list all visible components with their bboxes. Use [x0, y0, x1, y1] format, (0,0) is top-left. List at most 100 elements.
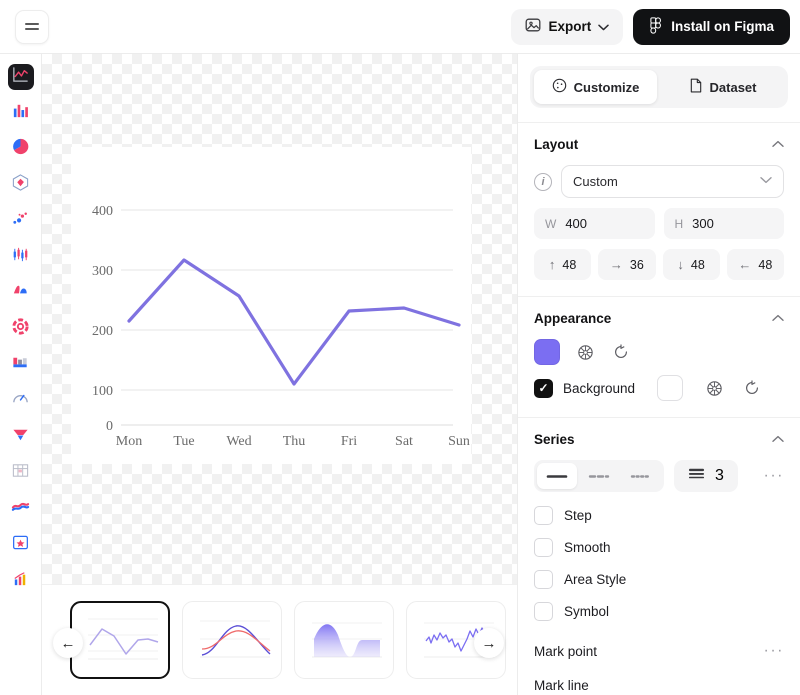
padding-top-value: 48 — [562, 257, 577, 272]
rail-item-candlestick-chart[interactable] — [8, 244, 34, 270]
thumb-multiline-chart-preview — [200, 620, 271, 658]
thumb-line-chart[interactable] — [70, 601, 170, 679]
rail-item-sunburst-chart[interactable] — [8, 316, 34, 342]
line-width-input[interactable]: 3 — [674, 460, 738, 492]
height-input[interactable]: H 300 — [663, 208, 784, 239]
background-color-swatch[interactable] — [657, 375, 684, 401]
series-color-swatch[interactable] — [534, 339, 560, 365]
padding-left-input[interactable]: ← 48 — [726, 249, 784, 280]
step-label: Step — [564, 508, 592, 523]
padding-top-input[interactable]: ↑ 48 — [534, 249, 592, 280]
mark-point-more-options-icon[interactable]: ··· — [763, 642, 784, 659]
series-line-style-row: 3 ··· — [534, 460, 784, 492]
series-option-symbol: Symbol — [534, 602, 784, 621]
tab-customize[interactable]: Customize — [534, 70, 657, 104]
tab-dataset[interactable]: Dataset — [661, 70, 784, 104]
chevron-down-icon — [598, 19, 609, 34]
padding-bottom-input[interactable]: ↓ 48 — [662, 249, 720, 280]
mark-line-row[interactable]: Mark line — [534, 664, 784, 695]
chevron-up-icon[interactable] — [772, 434, 784, 446]
radar-chart-icon — [11, 173, 30, 197]
dotted-line-style-option[interactable] — [621, 463, 661, 489]
layout-preset-row: i Custom — [534, 165, 784, 198]
series-section-header[interactable]: Series — [534, 432, 784, 447]
y-axis-tick-labels: 400 300 200 100 0 — [92, 204, 113, 434]
step-checkbox[interactable] — [534, 506, 553, 525]
svg-text:400: 400 — [92, 204, 113, 219]
series-more-options-icon[interactable]: ··· — [763, 467, 784, 484]
layout-section: Layout i Custom W 400 — [518, 122, 800, 296]
prev-templates-button[interactable]: ← — [53, 628, 83, 658]
symbol-checkbox[interactable] — [534, 602, 553, 621]
rail-item-line-chart[interactable] — [7, 64, 34, 90]
svg-text:Mon: Mon — [116, 434, 142, 449]
series-section: Series — [518, 417, 800, 695]
layout-padding-row: ↑ 48 → 36 ↓ 48 ← 48 — [534, 249, 784, 280]
figma-icon — [649, 16, 663, 37]
tab-customize-label: Customize — [573, 79, 640, 95]
series-option-smooth: Smooth — [534, 538, 784, 557]
tab-dataset-label: Dataset — [709, 79, 757, 95]
arrow-right-icon: → — [609, 257, 623, 272]
rail-item-stacked-bar-chart[interactable] — [8, 352, 34, 378]
thumb-area-chart[interactable] — [294, 601, 394, 679]
dashed-line-style-option[interactable] — [579, 463, 619, 489]
area-style-checkbox[interactable] — [534, 570, 553, 589]
rail-item-themeriver-chart[interactable] — [8, 496, 34, 522]
rail-item-radar-chart[interactable] — [8, 172, 34, 198]
appearance-section-title: Appearance — [534, 311, 612, 326]
rail-item-pie-chart[interactable] — [8, 136, 34, 162]
width-value: 400 — [565, 216, 588, 231]
chart-template-strip — [42, 584, 517, 695]
rail-item-funnel-chart[interactable] — [8, 424, 34, 450]
padding-right-input[interactable]: → 36 — [598, 249, 656, 280]
rail-item-scatter-chart[interactable] — [8, 208, 34, 234]
chart-canvas[interactable]: 400 300 200 100 0 Mon Tue Wed Thu Fri Sa… — [42, 54, 517, 584]
solid-line-style-option[interactable] — [537, 463, 577, 489]
refresh-icon[interactable] — [610, 341, 632, 363]
line-chart-icon — [11, 65, 30, 89]
export-button[interactable]: Export — [511, 8, 624, 45]
background-row: Background — [534, 375, 784, 401]
svg-text:Fri: Fri — [341, 434, 357, 449]
mark-line-label: Mark line — [534, 678, 589, 693]
next-templates-button[interactable]: → — [474, 628, 504, 658]
layout-section-header[interactable]: Layout — [534, 137, 784, 152]
line-width-value: 3 — [715, 467, 724, 484]
rail-item-gauge-chart[interactable] — [8, 388, 34, 414]
rail-item-map-chart[interactable] — [8, 280, 34, 306]
install-on-figma-button[interactable]: Install on Figma — [633, 8, 790, 45]
height-value: 300 — [692, 216, 714, 231]
rail-item-mixed-chart[interactable] — [8, 568, 34, 594]
dashed-line-icon — [588, 474, 610, 478]
pictorial-chart-icon — [11, 533, 30, 557]
width-input[interactable]: W 400 — [534, 208, 655, 239]
chevron-up-icon[interactable] — [772, 139, 784, 151]
rail-item-pictorial-chart[interactable] — [8, 532, 34, 558]
color-wheel-icon[interactable] — [703, 377, 725, 399]
chevron-up-icon[interactable] — [772, 313, 784, 325]
color-wheel-icon[interactable] — [574, 341, 596, 363]
solid-line-icon — [546, 474, 568, 478]
menu-button[interactable] — [15, 9, 49, 44]
info-icon[interactable]: i — [534, 172, 552, 191]
rail-item-calendar-chart[interactable] — [8, 460, 34, 486]
themeriver-chart-icon — [11, 497, 30, 521]
appearance-section-header[interactable]: Appearance — [534, 311, 784, 326]
rail-item-bar-chart[interactable] — [8, 100, 34, 126]
arrow-down-icon: ↓ — [677, 257, 684, 272]
background-checkbox[interactable] — [534, 378, 553, 398]
series-line-1 — [127, 258, 461, 386]
chart-preview-card[interactable]: 400 300 200 100 0 Mon Tue Wed Thu Fri Sa… — [71, 147, 471, 464]
refresh-icon[interactable] — [741, 377, 763, 399]
thumb-multiline-chart[interactable] — [182, 601, 282, 679]
smooth-checkbox[interactable] — [534, 538, 553, 557]
layout-size-row: W 400 H 300 — [534, 208, 784, 239]
mark-point-row[interactable]: Mark point ··· — [534, 634, 784, 664]
layout-preset-select[interactable]: Custom — [561, 165, 784, 198]
padding-bottom-value: 48 — [690, 257, 705, 272]
arrow-left-icon: ← — [738, 257, 752, 272]
background-label: Background — [563, 380, 636, 396]
appearance-section: Appearance — [518, 296, 800, 417]
